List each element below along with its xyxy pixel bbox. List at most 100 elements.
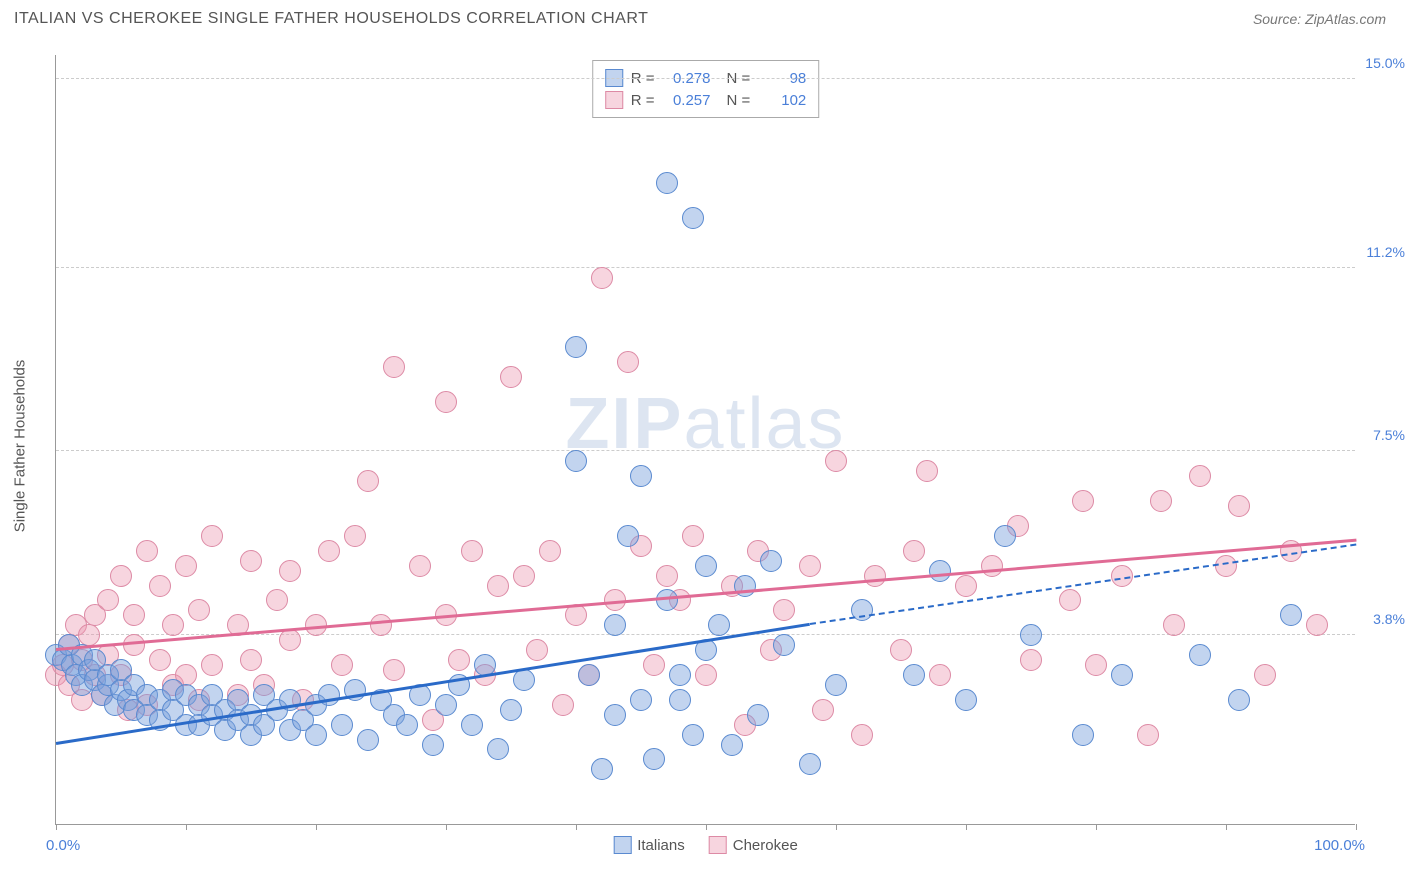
scatter-point	[1059, 589, 1081, 611]
scatter-point	[344, 525, 366, 547]
x-tick	[186, 824, 187, 830]
gridline	[56, 634, 1355, 635]
scatter-point	[305, 724, 327, 746]
scatter-point	[409, 555, 431, 577]
scatter-point	[461, 540, 483, 562]
scatter-point	[682, 525, 704, 547]
x-tick	[706, 824, 707, 830]
y-tick-label: 3.8%	[1360, 611, 1405, 627]
scatter-point	[266, 589, 288, 611]
scatter-point	[565, 604, 587, 626]
scatter-point	[760, 550, 782, 572]
scatter-point	[747, 704, 769, 726]
scatter-point	[513, 669, 535, 691]
scatter-point	[357, 470, 379, 492]
y-tick-label: 15.0%	[1360, 55, 1405, 71]
series-legend: Italians Cherokee	[613, 836, 798, 854]
scatter-point	[1020, 624, 1042, 646]
correlation-legend: R =0.278N =98R =0.257N =102	[592, 60, 820, 118]
scatter-point	[656, 589, 678, 611]
legend-row: R =0.257N =102	[605, 89, 807, 111]
scatter-point	[279, 560, 301, 582]
scatter-point	[1137, 724, 1159, 746]
scatter-point	[1085, 654, 1107, 676]
source-label: Source: ZipAtlas.com	[1253, 11, 1386, 27]
scatter-point	[422, 734, 444, 756]
x-axis-min-label: 0.0%	[46, 837, 80, 854]
chart-title: ITALIAN VS CHEROKEE SINGLE FATHER HOUSEH…	[14, 10, 648, 28]
scatter-point	[617, 351, 639, 373]
scatter-point	[1228, 495, 1250, 517]
scatter-point	[617, 525, 639, 547]
scatter-point	[708, 614, 730, 636]
scatter-point	[630, 465, 652, 487]
scatter-point	[1111, 664, 1133, 686]
scatter-point	[149, 649, 171, 671]
scatter-point	[656, 172, 678, 194]
scatter-point	[1215, 555, 1237, 577]
scatter-point	[370, 614, 392, 636]
scatter-point	[591, 267, 613, 289]
scatter-point	[565, 336, 587, 358]
legend-label: Cherokee	[733, 837, 798, 854]
scatter-point	[669, 664, 691, 686]
scatter-point	[643, 748, 665, 770]
scatter-point	[851, 724, 873, 746]
scatter-point	[500, 699, 522, 721]
scatter-point	[643, 654, 665, 676]
scatter-point	[695, 664, 717, 686]
x-tick	[446, 824, 447, 830]
scatter-point	[383, 356, 405, 378]
scatter-point	[435, 391, 457, 413]
scatter-point	[929, 664, 951, 686]
scatter-point	[799, 753, 821, 775]
scatter-point	[890, 639, 912, 661]
scatter-point	[396, 714, 418, 736]
scatter-point	[929, 560, 951, 582]
legend-label: Italians	[637, 837, 685, 854]
scatter-point	[1150, 490, 1172, 512]
scatter-point	[1189, 465, 1211, 487]
scatter-point	[461, 714, 483, 736]
scatter-point	[1072, 724, 1094, 746]
legend-item: Italians	[613, 836, 685, 854]
scatter-point	[1254, 664, 1276, 686]
x-tick	[1226, 824, 1227, 830]
x-tick	[316, 824, 317, 830]
scatter-point	[78, 624, 100, 646]
legend-swatch	[605, 91, 623, 109]
scatter-point	[591, 758, 613, 780]
legend-item: Cherokee	[709, 836, 798, 854]
y-tick-label: 11.2%	[1360, 244, 1405, 260]
scatter-point	[318, 540, 340, 562]
scatter-point	[682, 724, 704, 746]
scatter-point	[500, 366, 522, 388]
scatter-point	[331, 654, 353, 676]
scatter-point	[695, 555, 717, 577]
scatter-point	[604, 614, 626, 636]
scatter-point	[799, 555, 821, 577]
x-tick	[56, 824, 57, 830]
scatter-point	[331, 714, 353, 736]
x-axis-max-label: 100.0%	[1314, 837, 1365, 854]
chart-plot-area: ZIPatlas R =0.278N =98R =0.257N =102 Ita…	[55, 55, 1355, 825]
scatter-point	[487, 738, 509, 760]
scatter-point	[994, 525, 1016, 547]
scatter-point	[513, 565, 535, 587]
scatter-point	[1163, 614, 1185, 636]
y-axis-label: Single Father Households	[12, 360, 29, 533]
scatter-point	[136, 540, 158, 562]
scatter-point	[604, 704, 626, 726]
scatter-point	[240, 550, 262, 572]
gridline	[56, 267, 1355, 268]
watermark: ZIPatlas	[565, 383, 845, 465]
r-label: R =	[631, 92, 655, 109]
x-tick	[1096, 824, 1097, 830]
gridline	[56, 78, 1355, 79]
scatter-point	[435, 694, 457, 716]
scatter-point	[1189, 644, 1211, 666]
r-value: 0.257	[663, 92, 711, 109]
scatter-point	[110, 565, 132, 587]
scatter-point	[578, 664, 600, 686]
scatter-point	[162, 614, 184, 636]
